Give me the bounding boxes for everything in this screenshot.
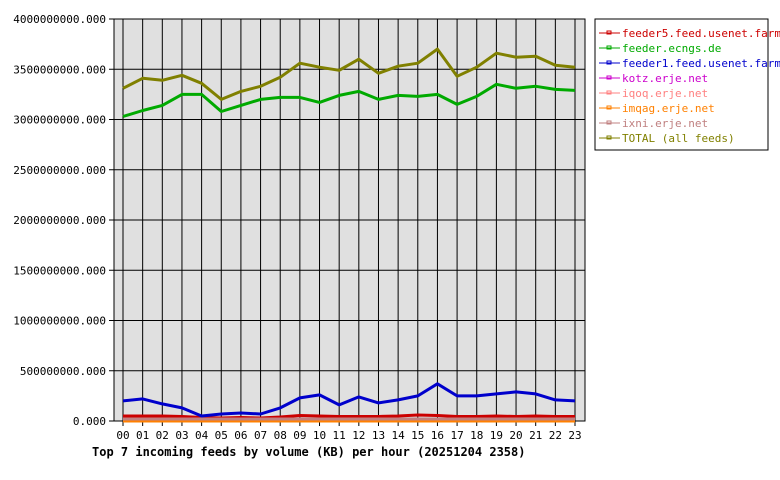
x-axis-ticks: 00 01 02 03 04 05 06 07 08 09 10 11 12 13 14 15 16 17 18 19… — [116, 421, 582, 442]
legend-label: kotz.erje.net — [622, 72, 708, 85]
legend: feeder5.feed.usenet.farm feeder.ecngs.de f… — [594, 18, 780, 151]
legend-item: iqoq.erje.net — [599, 87, 708, 100]
y-axis-ticks: 0.000 500000000.000 1000000000.000 15000000… — [13, 13, 114, 428]
x-tick-label: 01 — [136, 429, 149, 442]
x-tick-label: 12 — [352, 429, 365, 442]
legend-item: feeder1.feed.usenet.farm — [599, 57, 780, 70]
x-tick-label: 04 — [195, 429, 209, 442]
y-tick-label: 1500000000.000 — [13, 264, 106, 277]
y-tick-label: 2000000000.000 — [13, 214, 106, 227]
legend-item: TOTAL (all feeds) — [599, 132, 735, 145]
x-tick-label: 16 — [431, 429, 444, 442]
legend-label: ixni.erje.net — [622, 117, 708, 130]
x-tick-label: 21 — [529, 429, 542, 442]
y-tick-label: 1000000000.000 — [13, 315, 106, 328]
legend-label: imqag.erje.net — [622, 102, 715, 115]
x-tick-label: 17 — [450, 429, 463, 442]
legend-item: feeder.ecngs.de — [599, 42, 721, 55]
x-tick-label: 23 — [568, 429, 581, 442]
legend-label: iqoq.erje.net — [622, 87, 708, 100]
legend-label: feeder.ecngs.de — [622, 42, 721, 55]
x-tick-label: 13 — [372, 429, 385, 442]
legend-item: kotz.erje.net — [599, 72, 708, 85]
x-tick-label: 03 — [175, 429, 188, 442]
x-tick-label: 22 — [549, 429, 562, 442]
series-line — [123, 413, 575, 420]
legend-label: feeder1.feed.usenet.farm — [622, 57, 780, 70]
x-tick-label: 11 — [333, 429, 346, 442]
x-tick-label: 19 — [490, 429, 503, 442]
x-tick-label: 02 — [156, 429, 169, 442]
series-line — [122, 382, 576, 418]
legend-item: imqag.erje.net — [599, 102, 715, 115]
y-tick-label: 0.000 — [73, 415, 106, 428]
x-tick-label: 00 — [116, 429, 129, 442]
series-lines — [122, 47, 576, 423]
series-line — [122, 47, 576, 101]
x-tick-label: 05 — [215, 429, 228, 442]
x-tick-label: 20 — [509, 429, 522, 442]
legend-item: ixni.erje.net — [599, 117, 708, 130]
y-tick-label: 3500000000.000 — [13, 63, 106, 76]
y-tick-label: 4000000000.000 — [13, 13, 106, 26]
x-tick-label: 06 — [234, 429, 247, 442]
x-tick-label: 07 — [254, 429, 267, 442]
legend-label: TOTAL (all feeds) — [622, 132, 735, 145]
series-line — [122, 82, 576, 118]
x-tick-label: 14 — [392, 429, 406, 442]
x-tick-label: 09 — [293, 429, 306, 442]
legend-item: feeder5.feed.usenet.farm — [599, 27, 780, 40]
legend-label: feeder5.feed.usenet.farm — [622, 27, 780, 40]
x-tick-label: 18 — [470, 429, 483, 442]
x-tick-label: 08 — [274, 429, 287, 442]
x-tick-label: 10 — [313, 429, 326, 442]
y-tick-label: 2500000000.000 — [13, 164, 106, 177]
chart-title: Top 7 incoming feeds by volume (KB) per … — [92, 445, 525, 459]
y-tick-label: 3000000000.000 — [13, 114, 106, 127]
y-tick-label: 500000000.000 — [20, 365, 106, 378]
x-tick-label: 15 — [411, 429, 424, 442]
